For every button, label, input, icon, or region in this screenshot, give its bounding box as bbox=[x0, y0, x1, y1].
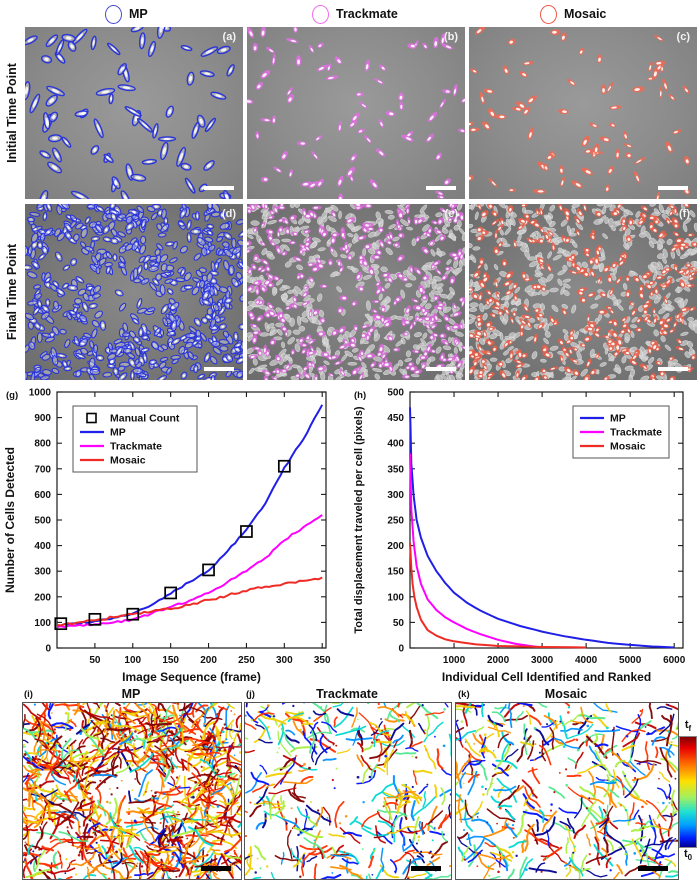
panel-letter-j: (j) bbox=[246, 689, 255, 700]
row2-label: Final Time Point bbox=[5, 243, 19, 341]
svg-text:50: 50 bbox=[393, 618, 405, 629]
micro-panel-c: (c) bbox=[469, 27, 697, 199]
svg-text:150: 150 bbox=[387, 567, 404, 578]
chart-displacement: 1000 2000 3000 4000 5000 6000 0 50 100 150 200 250 3… bbox=[348, 384, 700, 686]
time-colorbar bbox=[679, 736, 697, 848]
svg-text:200: 200 bbox=[200, 655, 217, 666]
svg-text:4000: 4000 bbox=[575, 655, 598, 666]
legend-label-mp: MP bbox=[129, 7, 148, 21]
chart-cells-detected: 50 100 150 200 250 300 350 0 100 200 300 400 500 600 7… bbox=[0, 384, 346, 686]
micro-panel-a: (a) bbox=[25, 27, 243, 199]
svg-text:600: 600 bbox=[34, 490, 51, 501]
svg-text:(g): (g) bbox=[6, 390, 18, 401]
svg-text:50: 50 bbox=[89, 655, 101, 666]
row1-label: Initial Time Point bbox=[5, 63, 19, 163]
svg-text:1000: 1000 bbox=[29, 388, 52, 399]
svg-text:Manual Count: Manual Count bbox=[110, 413, 180, 425]
colorbar-bottom-label: t0 bbox=[683, 848, 693, 863]
legend-item-mosaic: Mosaic bbox=[540, 3, 606, 25]
svg-text:200: 200 bbox=[34, 592, 51, 603]
panel-letter-a: (a) bbox=[222, 31, 236, 43]
svg-text:500: 500 bbox=[387, 388, 404, 399]
legend-item-trackmate: Trackmate bbox=[312, 3, 398, 25]
svg-text:300: 300 bbox=[34, 567, 51, 578]
scale-bar bbox=[204, 367, 234, 371]
svg-text:Image Sequence (frame): Image Sequence (frame) bbox=[122, 670, 261, 684]
svg-text:3000: 3000 bbox=[531, 655, 554, 666]
row1-label-wrap: Initial Time Point bbox=[0, 27, 24, 199]
micro-panel-e: (e) bbox=[247, 204, 465, 380]
svg-text:MP: MP bbox=[110, 427, 126, 439]
svg-text:Total displacement traveled pe: Total displacement traveled per cell (pi… bbox=[353, 406, 365, 634]
track-panel-trackmate bbox=[244, 702, 452, 880]
scale-bar bbox=[658, 367, 688, 371]
svg-text:0: 0 bbox=[398, 644, 404, 655]
svg-text:300: 300 bbox=[387, 490, 404, 501]
scale-bar bbox=[426, 186, 456, 190]
scale-bar bbox=[411, 866, 441, 871]
svg-text:100: 100 bbox=[124, 655, 141, 666]
legend-label-trackmate: Trackmate bbox=[336, 7, 398, 21]
scale-bar bbox=[426, 367, 456, 371]
track-panel-mp bbox=[22, 702, 242, 880]
track-title-mp: MP bbox=[121, 687, 141, 701]
micro-panel-b: (b) bbox=[247, 27, 465, 199]
svg-text:350: 350 bbox=[314, 655, 331, 666]
micro-panel-f: (f) bbox=[469, 204, 697, 380]
svg-text:100: 100 bbox=[34, 618, 51, 629]
svg-text:Trackmate: Trackmate bbox=[110, 441, 162, 453]
track-title-mosaic: Mosaic bbox=[544, 687, 588, 701]
svg-text:250: 250 bbox=[238, 655, 255, 666]
svg-text:Individual Cell Identified and: Individual Cell Identified and Ranked bbox=[442, 670, 651, 684]
svg-text:200: 200 bbox=[387, 541, 404, 552]
svg-text:Mosaic: Mosaic bbox=[110, 455, 146, 467]
svg-text:400: 400 bbox=[387, 439, 404, 450]
svg-text:350: 350 bbox=[387, 464, 404, 475]
svg-text:1000: 1000 bbox=[443, 655, 466, 666]
svg-text:700: 700 bbox=[34, 464, 51, 475]
svg-text:Trackmate: Trackmate bbox=[610, 427, 662, 439]
scale-bar bbox=[204, 186, 234, 190]
panel-letter-b: (b) bbox=[443, 31, 458, 43]
panel-letter-d: (d) bbox=[221, 208, 236, 220]
scale-bar bbox=[201, 866, 231, 871]
panel-letter-f: (f) bbox=[679, 208, 690, 220]
svg-text:100: 100 bbox=[387, 592, 404, 603]
mosaic-circle-icon bbox=[540, 4, 557, 24]
scale-bar bbox=[638, 866, 668, 871]
legend-item-mp: MP bbox=[105, 3, 148, 25]
legend-label-mosaic: Mosaic bbox=[564, 7, 607, 21]
panel-letter-c: (c) bbox=[676, 31, 690, 43]
svg-text:800: 800 bbox=[34, 439, 51, 450]
row2-label-wrap: Final Time Point bbox=[0, 204, 24, 380]
svg-text:Number of Cells Detected: Number of Cells Detected bbox=[3, 447, 17, 593]
track-title-trackmate: Trackmate bbox=[316, 687, 378, 701]
svg-text:400: 400 bbox=[34, 541, 51, 552]
svg-text:300: 300 bbox=[276, 655, 293, 666]
svg-text:Mosaic: Mosaic bbox=[610, 441, 646, 453]
trackmate-circle-icon bbox=[312, 4, 329, 24]
svg-text:5000: 5000 bbox=[619, 655, 642, 666]
svg-text:250: 250 bbox=[387, 516, 404, 527]
svg-text:MP: MP bbox=[610, 413, 626, 425]
scale-bar bbox=[658, 186, 688, 190]
panel-letter-i: (i) bbox=[24, 689, 33, 700]
panel-letter-k: (k) bbox=[458, 689, 470, 700]
micro-panel-d: (d) bbox=[25, 204, 243, 380]
svg-text:150: 150 bbox=[162, 655, 179, 666]
svg-text:500: 500 bbox=[34, 516, 51, 527]
svg-text:450: 450 bbox=[387, 413, 404, 424]
mp-circle-icon bbox=[105, 4, 122, 24]
svg-text:0: 0 bbox=[45, 644, 51, 655]
svg-text:900: 900 bbox=[34, 413, 51, 424]
svg-text:2000: 2000 bbox=[487, 655, 510, 666]
track-panel-mosaic bbox=[455, 702, 679, 880]
colorbar-top-label: tf bbox=[684, 719, 692, 734]
panel-letter-e: (e) bbox=[444, 208, 458, 220]
svg-text:(h): (h) bbox=[354, 390, 366, 401]
svg-text:6000: 6000 bbox=[663, 655, 686, 666]
